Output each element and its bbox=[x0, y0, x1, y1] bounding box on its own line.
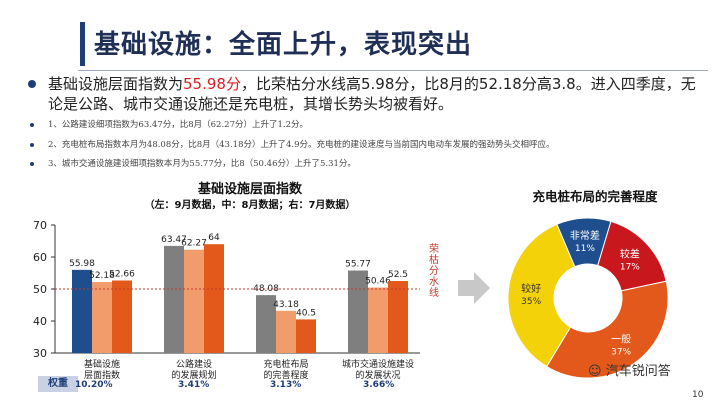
x-tick-label: 充电桩布局 bbox=[263, 358, 308, 370]
bar-value-label: 64 bbox=[208, 233, 220, 243]
slice-value-label: 37% bbox=[611, 347, 631, 357]
weight-value: 3.41% bbox=[178, 380, 210, 390]
bar bbox=[92, 282, 112, 353]
x-tick-label: 的完善程度 bbox=[263, 369, 308, 381]
threshold-label: 荣枯分水线 bbox=[427, 243, 439, 298]
bar-value-label: 63.47 bbox=[161, 235, 187, 245]
donut-chart-title: 充电桩布局的完善程度 bbox=[532, 189, 658, 204]
x-tick-label: 的发展规划 bbox=[171, 369, 216, 381]
slice-label: 非常差 bbox=[570, 229, 600, 242]
bar-value-label: 43.18 bbox=[273, 300, 299, 310]
lead-bullet-icon bbox=[28, 80, 36, 88]
lead-prefix: 基础设施层面指数为 bbox=[48, 75, 184, 93]
note-2: 2、充电桩布局指数本月为48.08分，比8月（43.18分）上升了4.9分。充电… bbox=[48, 140, 555, 150]
bar bbox=[296, 319, 316, 353]
x-tick-label: 基础设施 bbox=[84, 358, 120, 370]
x-tick-label: 的发展状况 bbox=[355, 369, 400, 381]
y-tick-label: 70 bbox=[33, 219, 47, 232]
lead-paragraph: 基础设施层面指数为55.98分，比荣枯分水线高5.98分，比8月的52.18分高… bbox=[48, 74, 708, 114]
bar bbox=[72, 269, 92, 353]
y-tick-label: 60 bbox=[33, 251, 47, 264]
page-title: 基础设施：全面上升，表现突出 bbox=[94, 30, 473, 60]
note-3: 3、城市交通设施建设细项指数本月为55.77分，比8（50.46分）上升了5.3… bbox=[48, 159, 356, 169]
bar-value-label: 52.5 bbox=[388, 270, 408, 280]
x-tick-label: 城市交通设施建设 bbox=[342, 358, 414, 370]
weight-value: 3.13% bbox=[270, 380, 302, 390]
lead-highlight: 55.98分 bbox=[183, 75, 241, 93]
bar bbox=[348, 270, 368, 353]
donut-slice bbox=[546, 280, 669, 379]
bar-chart-title: 基础设施层面指数 bbox=[197, 182, 302, 197]
lead-suffix: ，比荣枯分水线高5.98分，比8月的52.18分高3.8。进入四季度，无论是公路… bbox=[48, 75, 696, 113]
bar bbox=[276, 310, 296, 353]
note-bullet-icon bbox=[30, 123, 34, 127]
page-number: 10 bbox=[692, 390, 704, 400]
note-bullet-icon bbox=[30, 143, 34, 147]
y-tick-label: 30 bbox=[33, 347, 47, 360]
bar bbox=[112, 280, 132, 353]
bar-value-label: 40.5 bbox=[296, 308, 316, 318]
slice-label: 较差 bbox=[620, 247, 640, 260]
bar-value-label: 62.27 bbox=[181, 239, 207, 249]
bar-value-label: 50.46 bbox=[365, 277, 391, 287]
bar bbox=[368, 287, 388, 353]
title-divider bbox=[78, 70, 708, 71]
arrow-right-icon bbox=[458, 272, 490, 304]
y-tick-label: 50 bbox=[33, 283, 47, 296]
x-tick-label: 公路建设 bbox=[176, 358, 212, 370]
note-bullet-icon bbox=[30, 162, 34, 166]
bar-value-label: 55.77 bbox=[345, 260, 371, 270]
bar-chart-subtitle: （左：9月数据，中：8月数据；右：7月数据） bbox=[144, 200, 356, 211]
slice-label: 较好 bbox=[521, 282, 541, 295]
weight-value: 10.20% bbox=[75, 380, 113, 390]
weight-value: 3.66% bbox=[363, 380, 395, 390]
slice-value-label: 35% bbox=[521, 297, 541, 307]
donut-slice bbox=[507, 223, 576, 368]
bar bbox=[184, 249, 204, 353]
bar-value-label: 48.08 bbox=[253, 284, 279, 294]
watermark: ☺ 汽车锐问答 bbox=[588, 364, 671, 379]
bar bbox=[204, 244, 224, 353]
watermark-text: 汽车锐问答 bbox=[605, 364, 671, 379]
y-tick-label: 40 bbox=[33, 315, 47, 328]
title-accent-bar bbox=[80, 22, 85, 66]
donut-chart: 非常差 11% 较差 17% 一般 37% 较好 35% bbox=[507, 217, 669, 379]
slice-label: 一般 bbox=[611, 332, 631, 345]
weight-label: 权重 bbox=[38, 376, 78, 392]
bar-value-label: 55.98 bbox=[69, 259, 95, 269]
slice-value-label: 17% bbox=[620, 262, 640, 272]
slice-value-label: 11% bbox=[575, 244, 595, 254]
note-1: 1、公路建设细项指数为63.47分，比8月（62.27分）上升了1.2分。 bbox=[48, 120, 309, 130]
bar bbox=[256, 295, 276, 353]
x-tick-label: 层面指数 bbox=[84, 369, 120, 381]
bar bbox=[388, 281, 408, 353]
bar-value-label: 52.66 bbox=[109, 269, 135, 279]
bar-value-label: 52.18 bbox=[89, 271, 115, 281]
bar bbox=[164, 245, 184, 353]
